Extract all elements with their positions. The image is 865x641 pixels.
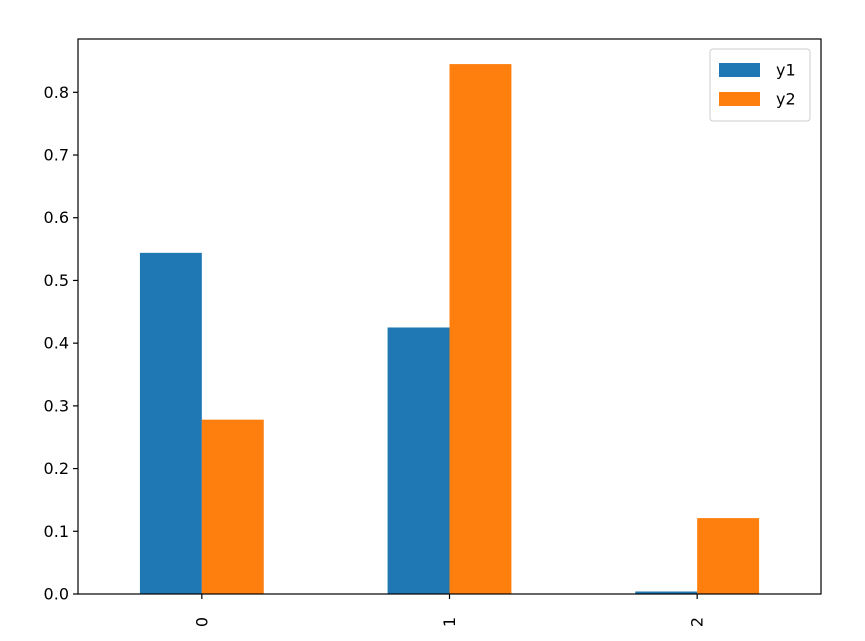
y-tick-label: 0.1 bbox=[44, 522, 69, 541]
x-tick-label: 2 bbox=[688, 617, 707, 627]
y-tick-label: 0.5 bbox=[44, 271, 69, 290]
legend-label-y2: y2 bbox=[776, 90, 796, 109]
y-tick-label: 0.3 bbox=[44, 396, 69, 415]
bar-y2-2 bbox=[697, 518, 760, 594]
legend: y1 y2 bbox=[709, 48, 811, 122]
y-tick-label: 0.2 bbox=[44, 459, 69, 478]
y-tick-label: 0.7 bbox=[44, 146, 69, 165]
y-axis: 0.0 0.1 0.2 0.3 0.4 0.5 0.6 0.7 0.8 bbox=[44, 83, 78, 604]
bars-group bbox=[139, 64, 760, 595]
x-axis: 0 1 2 bbox=[192, 594, 707, 627]
x-tick-label: 1 bbox=[440, 617, 459, 627]
y-tick-label: 0.6 bbox=[44, 208, 69, 227]
bar-y1-1 bbox=[387, 327, 450, 594]
legend-label-y1: y1 bbox=[776, 61, 796, 80]
legend-swatch-y2 bbox=[719, 92, 760, 106]
bar-y2-1 bbox=[449, 64, 512, 595]
y-tick-label: 0.8 bbox=[44, 83, 69, 102]
x-tick-label: 0 bbox=[192, 617, 211, 627]
y-tick-label: 0.0 bbox=[44, 585, 69, 604]
legend-swatch-y1 bbox=[719, 63, 760, 77]
y-tick-label: 0.4 bbox=[44, 334, 69, 353]
bar-y1-0 bbox=[139, 252, 202, 594]
bar-y2-0 bbox=[201, 419, 264, 594]
bar-y1-2 bbox=[635, 591, 698, 594]
